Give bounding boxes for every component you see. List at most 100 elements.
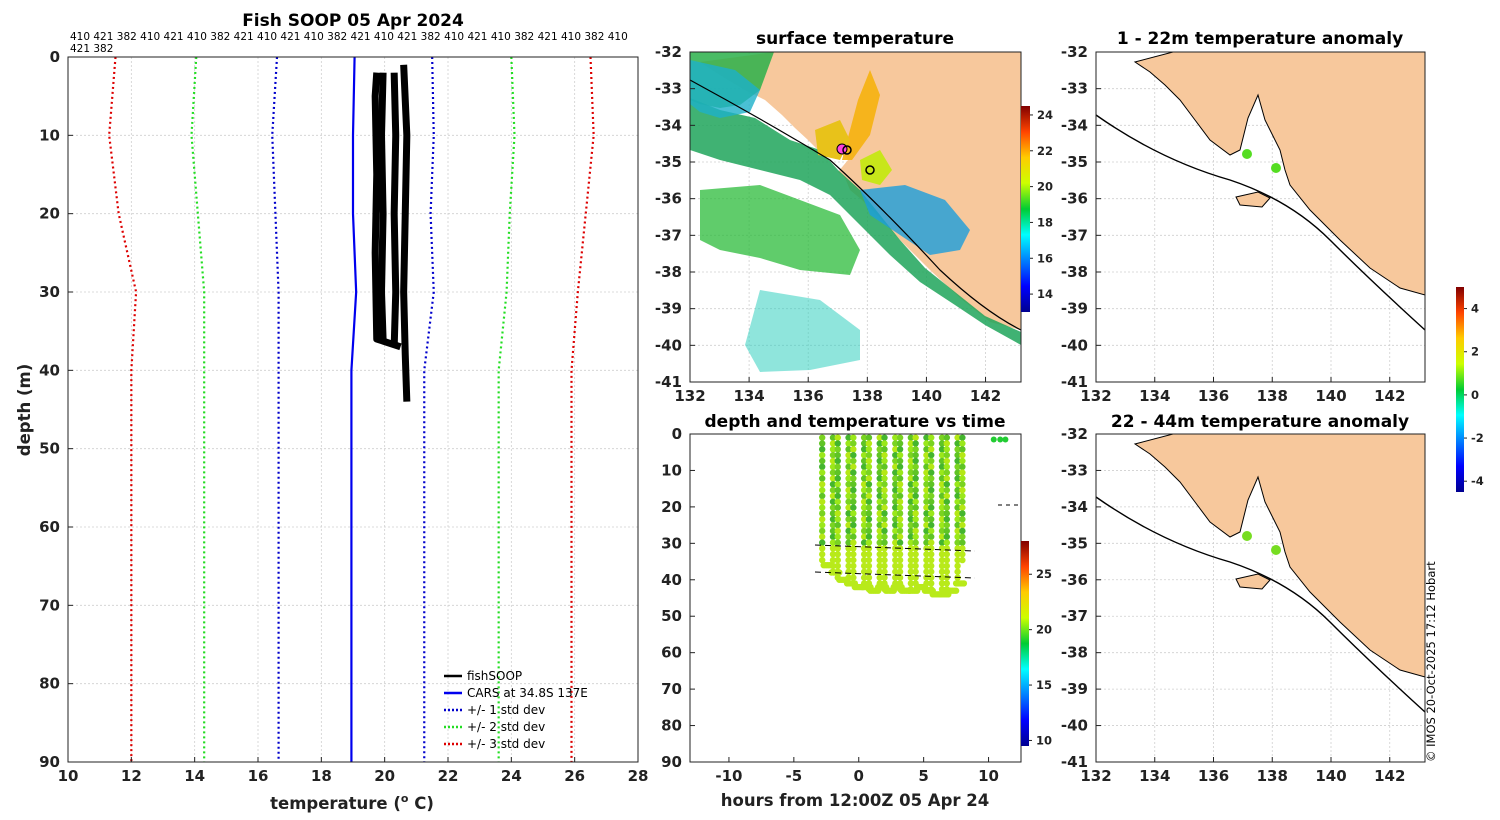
time-series-point xyxy=(850,556,857,564)
anomaly-deep-ytick-label: -39 xyxy=(1061,680,1088,698)
time-series-reference-line-2 xyxy=(814,571,976,579)
time-series-point xyxy=(845,440,852,447)
time-series-point xyxy=(834,486,841,494)
time-series-point xyxy=(845,533,852,540)
anomaly-deep-ytick-label: -37 xyxy=(1061,607,1088,625)
surface-sst-offshore-patches xyxy=(700,185,860,275)
time-series-point xyxy=(876,504,883,511)
time-series-point xyxy=(860,440,868,447)
time-series-point xyxy=(960,580,968,587)
time-series-point xyxy=(907,498,915,505)
profile-ytick-label: 60 xyxy=(39,518,60,536)
surface-ytick-label: -32 xyxy=(655,43,682,61)
time-series-point xyxy=(829,551,837,558)
time-series-point xyxy=(865,527,873,535)
time-series-point xyxy=(907,451,915,459)
time-series-point xyxy=(845,510,852,517)
anomaly-deep-xtick-label: 138 xyxy=(1257,767,1288,785)
time-series-point xyxy=(876,516,883,523)
time-series-point xyxy=(850,498,857,505)
anomaly-shallow-ytick-label: -36 xyxy=(1061,190,1088,208)
time-series-point xyxy=(938,527,946,535)
anomaly-deep-title: 22 - 44m temperature anomaly xyxy=(1111,412,1409,432)
time-series-point xyxy=(892,539,899,546)
time-series-point xyxy=(860,481,868,488)
time-series-point xyxy=(834,510,841,517)
time-series-point xyxy=(865,440,873,447)
time-series-point xyxy=(959,533,966,540)
time-series-point xyxy=(923,568,930,575)
time-series-xtick-label: 5 xyxy=(918,767,928,785)
surface-ytick-label: -34 xyxy=(655,116,682,134)
time-series-point xyxy=(845,556,852,564)
time-series-point xyxy=(829,510,837,517)
time-series-point xyxy=(818,451,826,459)
time-series-point xyxy=(943,516,951,523)
time-series-point xyxy=(845,562,852,570)
time-series-point xyxy=(959,551,966,558)
surface-ytick-label: -33 xyxy=(655,80,682,98)
anomaly-deep-panel: 22 - 44m temperature anomaly 132 134 136 13… xyxy=(1061,287,1484,785)
time-series-point xyxy=(865,533,873,540)
time-series-point xyxy=(876,492,883,500)
time-series-point xyxy=(845,463,852,470)
time-series-point xyxy=(938,434,946,441)
anomaly-shallow-y-ticks: -32 -33 -34 -35 -36 -37 -38 -39 -40 -41 xyxy=(1061,43,1101,391)
time-series-ytick-label: 40 xyxy=(661,571,682,589)
time-series-point xyxy=(896,446,904,453)
time-series-point xyxy=(865,469,873,476)
time-series-point xyxy=(928,580,935,587)
time-series-point xyxy=(860,568,868,575)
dive-id-labels: 410 421 382 410 421 410 382 421 410 421 … xyxy=(70,31,628,43)
time-series-point xyxy=(860,533,868,540)
time-series-point xyxy=(876,527,883,535)
time-series-point xyxy=(954,492,961,500)
anomaly-deep-xtick-label: 136 xyxy=(1198,767,1229,785)
time-series-point xyxy=(850,457,857,465)
time-series-point xyxy=(959,481,966,488)
time-series-point xyxy=(892,516,899,523)
anomaly-shallow-xtick-label: 142 xyxy=(1374,387,1405,405)
time-series-point xyxy=(829,486,837,494)
surface-colorbar-tick-label: 24 xyxy=(1037,108,1053,122)
time-series-point xyxy=(892,556,899,564)
time-series-point xyxy=(818,434,826,441)
time-series-point xyxy=(938,551,946,558)
time-series-point xyxy=(928,556,935,564)
time-series-point xyxy=(860,469,868,476)
surface-sst-cool-patch xyxy=(690,60,760,118)
time-series-point xyxy=(881,539,888,546)
time-series-point xyxy=(907,539,915,546)
time-series-point xyxy=(865,446,873,453)
time-series-point xyxy=(892,440,899,447)
time-series-point xyxy=(865,504,873,511)
time-series-point xyxy=(928,440,935,447)
time-series-point xyxy=(938,562,946,570)
anomaly-deep-point-1 xyxy=(1242,531,1252,541)
time-series-point xyxy=(829,463,837,470)
time-series-point xyxy=(850,434,857,441)
time-series-point xyxy=(943,562,951,570)
surface-colorbar xyxy=(1021,106,1030,312)
time-series-point xyxy=(923,498,930,505)
time-series-point xyxy=(907,463,915,470)
time-series-point xyxy=(923,580,930,587)
time-series-point xyxy=(943,486,951,494)
time-series-ytick-label: 90 xyxy=(661,753,682,771)
time-series-point xyxy=(896,551,904,558)
time-series-point xyxy=(912,533,919,540)
time-series-point xyxy=(850,475,857,482)
time-series-point xyxy=(850,568,857,575)
time-series-colorbar-tick-label: 20 xyxy=(1036,623,1052,637)
time-series-point xyxy=(923,510,930,517)
time-series-point xyxy=(892,504,899,511)
anomaly-deep-xtick-label: 134 xyxy=(1139,767,1170,785)
time-series-point xyxy=(928,527,935,535)
time-series-point xyxy=(959,516,966,523)
dive-id-labels-wrap: 421 382 xyxy=(70,43,113,55)
time-series-point xyxy=(881,521,888,529)
time-series-point xyxy=(923,463,930,470)
time-series-point xyxy=(818,486,826,494)
profile-y-label: depth (m) xyxy=(15,364,34,456)
surface-xtick-label: 140 xyxy=(911,387,942,405)
